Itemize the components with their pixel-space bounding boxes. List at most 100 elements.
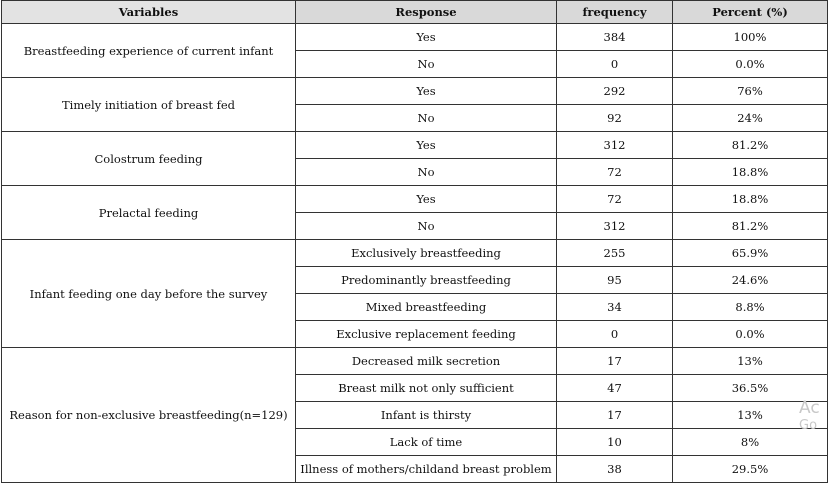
table-row: Breast milk not only sufficient 47 36.5%	[2, 374, 828, 402]
response-value: Infant is thirsty	[380, 408, 472, 422]
percent-cell: 100%	[672, 23, 828, 51]
percent-value: 13%	[737, 354, 763, 368]
response-value: Exclusive replacement feeding	[336, 327, 516, 341]
frequency-cell: 312	[556, 212, 673, 240]
frequency-cell: 34	[556, 293, 673, 321]
table-row: Prelactal feeding Yes 72 18.8%	[1, 185, 828, 240]
response-value: Decreased milk secretion	[351, 354, 501, 368]
percent-cell: 8.8%	[672, 293, 828, 321]
frequency-value: 92	[607, 111, 622, 125]
frequency-value: 0	[610, 57, 619, 71]
frequency-value: 72	[607, 165, 622, 179]
percent-value: 8.8%	[735, 300, 765, 314]
percent-cell: 0.0%	[672, 50, 828, 78]
percent-value: 76%	[737, 84, 763, 98]
frequency-value: 47	[607, 381, 622, 395]
table-row: Colostrum feeding Yes 312 81.2%	[1, 131, 828, 186]
response-cell: Predominantly breastfeeding	[295, 266, 557, 294]
frequency-value: 72	[607, 192, 622, 206]
response-cell: Yes	[295, 23, 557, 51]
table-row: Timely initiation of breast fed Yes 292 76%	[1, 77, 828, 132]
percent-cell: 13%	[672, 347, 828, 375]
frequency-cell: 72	[556, 158, 673, 186]
variable-cell: Reason for non-exclusive breastfeeding(n…	[1, 347, 296, 483]
percent-cell: 18.8%	[672, 158, 828, 186]
response-cell: Yes	[295, 77, 557, 105]
variable-cell: Timely initiation of breast fed	[1, 77, 296, 132]
percent-cell: 65.9%	[672, 239, 828, 267]
table-row: Breastfeeding experience of current infa…	[1, 23, 828, 78]
header-frequency: frequency	[556, 0, 673, 24]
response-value: No	[417, 219, 435, 233]
table-row: Mixed breastfeeding 34 8.8%	[2, 293, 828, 321]
activate-windows-watermark: Ac Go	[799, 398, 829, 434]
frequency-value: 384	[603, 30, 626, 44]
percent-cell: 81.2%	[672, 131, 828, 159]
response-value: Illness of mothers/childand breast probl…	[300, 462, 552, 476]
frequency-value: 95	[607, 273, 622, 287]
percent-cell: 36.5%	[672, 374, 828, 402]
watermark-line-1: Ac	[799, 398, 820, 418]
table-row: Reason for non-exclusive breastfeeding(n…	[1, 347, 828, 483]
frequency-value: 0	[610, 327, 619, 341]
frequency-value: 17	[607, 354, 622, 368]
table-row: No 72 18.8%	[2, 158, 828, 186]
response-cell: No	[295, 50, 557, 78]
frequency-cell: 38	[556, 455, 673, 483]
response-value: Yes	[416, 192, 436, 206]
response-value: Mixed breastfeeding	[365, 300, 487, 314]
header-percent: Percent (%)	[672, 0, 828, 24]
response-value: No	[417, 111, 435, 125]
frequency-cell: 92	[556, 104, 673, 132]
percent-cell: 0.0%	[672, 320, 828, 348]
response-value: Yes	[416, 84, 436, 98]
response-cell: Decreased milk secretion	[295, 347, 557, 375]
percent-value: 13%	[737, 408, 763, 422]
response-value: No	[417, 57, 435, 71]
frequency-cell: 72	[556, 185, 673, 213]
frequency-value: 10	[607, 435, 622, 449]
variable-cell: Colostrum feeding	[1, 131, 296, 186]
percent-value: 24.6%	[731, 273, 769, 287]
percent-value: 0.0%	[735, 327, 765, 341]
frequency-cell: 384	[556, 23, 673, 51]
header-variables: Variables	[1, 0, 296, 24]
table-row: No 0 0.0%	[2, 50, 828, 78]
response-cell: Yes	[295, 185, 557, 213]
percent-value: 81.2%	[731, 138, 769, 152]
response-cell: No	[295, 158, 557, 186]
frequency-value: 292	[603, 84, 626, 98]
response-value: Predominantly breastfeeding	[341, 273, 511, 287]
table-row: Exclusive replacement feeding 0 0.0%	[2, 320, 828, 348]
frequency-value: 255	[603, 246, 626, 260]
percent-value: 29.5%	[731, 462, 769, 476]
response-cell: Lack of time	[295, 428, 557, 456]
frequency-cell: 312	[556, 131, 673, 159]
frequency-value: 312	[603, 219, 626, 233]
response-value: No	[417, 165, 435, 179]
response-cell: Exclusive replacement feeding	[295, 320, 557, 348]
variable-cell: Prelactal feeding	[1, 185, 296, 240]
percent-cell: 76%	[672, 77, 828, 105]
frequency-cell: 255	[556, 239, 673, 267]
frequency-cell: 0	[556, 320, 673, 348]
frequency-cell: 292	[556, 77, 673, 105]
percent-cell: 18.8%	[672, 185, 828, 213]
frequency-cell: 95	[556, 266, 673, 294]
frequency-cell: 10	[556, 428, 673, 456]
percent-value: 24%	[737, 111, 763, 125]
variable-cell: Breastfeeding experience of current infa…	[1, 23, 296, 78]
response-cell: Illness of mothers/childand breast probl…	[295, 455, 557, 483]
response-cell: Breast milk not only sufficient	[295, 374, 557, 402]
table-row: No 312 81.2%	[2, 212, 828, 240]
frequency-value: 17	[607, 408, 622, 422]
variable-cell: Infant feeding one day before the survey	[1, 239, 296, 348]
frequency-cell: 17	[556, 347, 673, 375]
frequency-value: 312	[603, 138, 626, 152]
percent-value: 100%	[733, 30, 767, 44]
percent-cell: 24%	[672, 104, 828, 132]
percent-value: 65.9%	[731, 246, 769, 260]
response-value: Breast milk not only sufficient	[338, 381, 514, 395]
